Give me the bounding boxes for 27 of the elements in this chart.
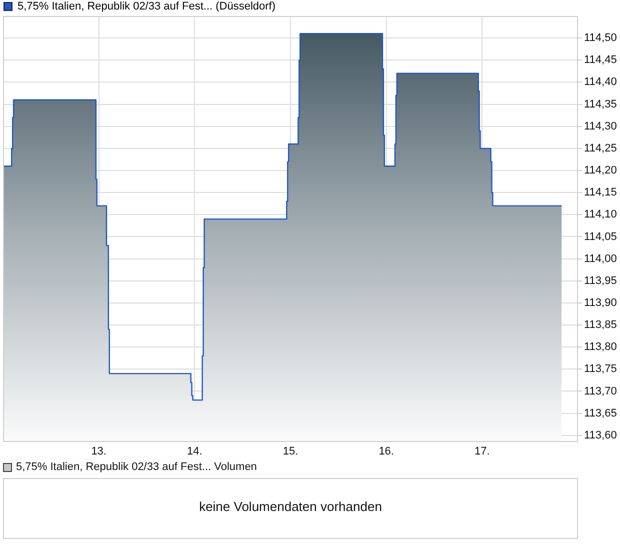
y-tick-label: 114,35 bbox=[584, 98, 617, 110]
y-tick-label: 114,45 bbox=[584, 54, 617, 66]
y-tick-label: 114,05 bbox=[584, 230, 617, 243]
y-tick-label: 114,40 bbox=[584, 76, 617, 88]
y-tick-label: 113,60 bbox=[584, 429, 617, 442]
y-tick-label: 113,95 bbox=[584, 274, 617, 287]
legend-label: 5,75% Italien, Republik 02/33 auf Fest... (Düsseldorf) bbox=[18, 0, 276, 13]
y-tick-label: 114,10 bbox=[584, 208, 617, 221]
y-tick-label: 113,70 bbox=[584, 385, 617, 398]
text: keine Volumendaten vorhanden bbox=[199, 499, 382, 514]
y-tick-label: 114,15 bbox=[584, 186, 617, 199]
x-tick-label: 14. bbox=[187, 446, 202, 458]
y-tick-label: 114,00 bbox=[584, 252, 617, 265]
y-tick-label: 114,20 bbox=[584, 164, 617, 177]
x-tick-label: 13. bbox=[91, 446, 106, 458]
y-tick-label: 113,85 bbox=[584, 319, 617, 332]
y-tick-label: 114,25 bbox=[584, 142, 617, 154]
text: 5,75% Italien, Republik 02/33 auf Fest... Volumen bbox=[16, 461, 257, 473]
y-tick-label: 114,30 bbox=[584, 120, 617, 132]
x-tick-label: 16. bbox=[378, 446, 394, 458]
y-tick-label: 114,50 bbox=[584, 32, 617, 44]
x-tick-label: 17. bbox=[474, 446, 490, 458]
x-tick-label: 15. bbox=[282, 446, 298, 458]
y-tick-label: 113,90 bbox=[584, 296, 617, 309]
y-tick-label: 113,75 bbox=[584, 363, 617, 376]
y-tick-label: 113,80 bbox=[584, 341, 617, 354]
y-tick-label: 113,65 bbox=[584, 407, 617, 420]
